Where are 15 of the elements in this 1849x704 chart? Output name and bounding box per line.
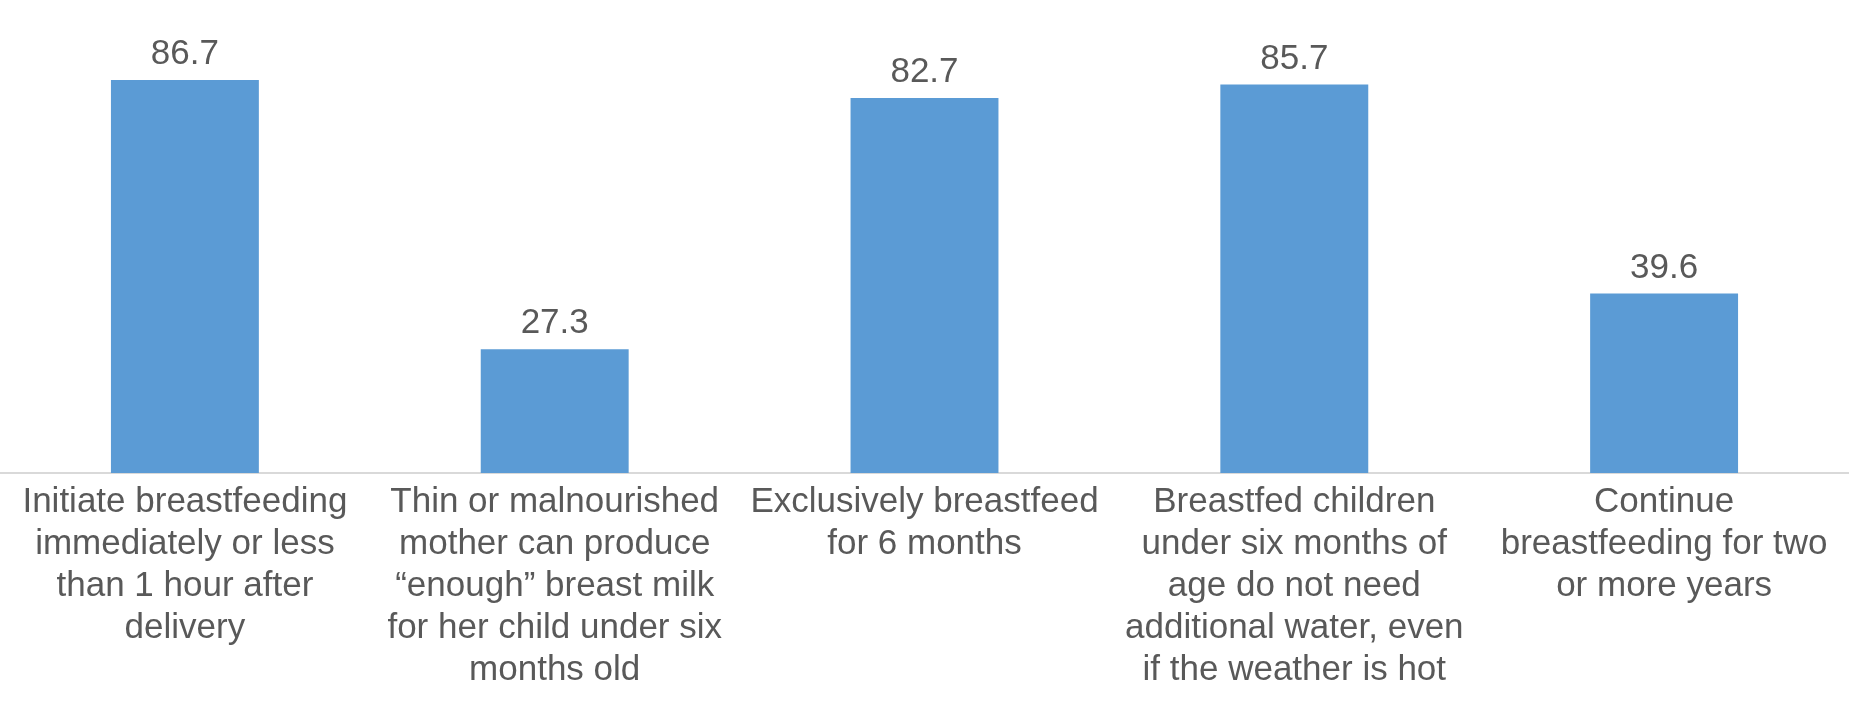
bar [480, 349, 629, 473]
data-label: 27.3 [520, 301, 589, 341]
bar [110, 79, 259, 473]
data-label: 85.7 [1260, 36, 1329, 76]
data-label: 82.7 [890, 50, 959, 90]
bar [1590, 293, 1739, 473]
bar [850, 98, 999, 473]
x-tick-label: Thin or malnourished mother can produce “enough” breast milk for her child under six months old [387, 479, 723, 687]
x-tick-label: Continue breastfeeding for two or more years [1500, 479, 1828, 603]
data-label: 86.7 [150, 32, 219, 72]
x-tick-label: Exclusively breastfeed for 6 months [750, 479, 1099, 561]
data-label: 39.6 [1630, 245, 1699, 285]
x-tick-label: Breastfed children under six months of age do not need additional water, even if the weather is hot [1125, 479, 1464, 687]
x-tick-label: Initiate breastfeeding immediately or less than 1 hour after delivery [22, 479, 348, 645]
bar [1220, 84, 1369, 473]
